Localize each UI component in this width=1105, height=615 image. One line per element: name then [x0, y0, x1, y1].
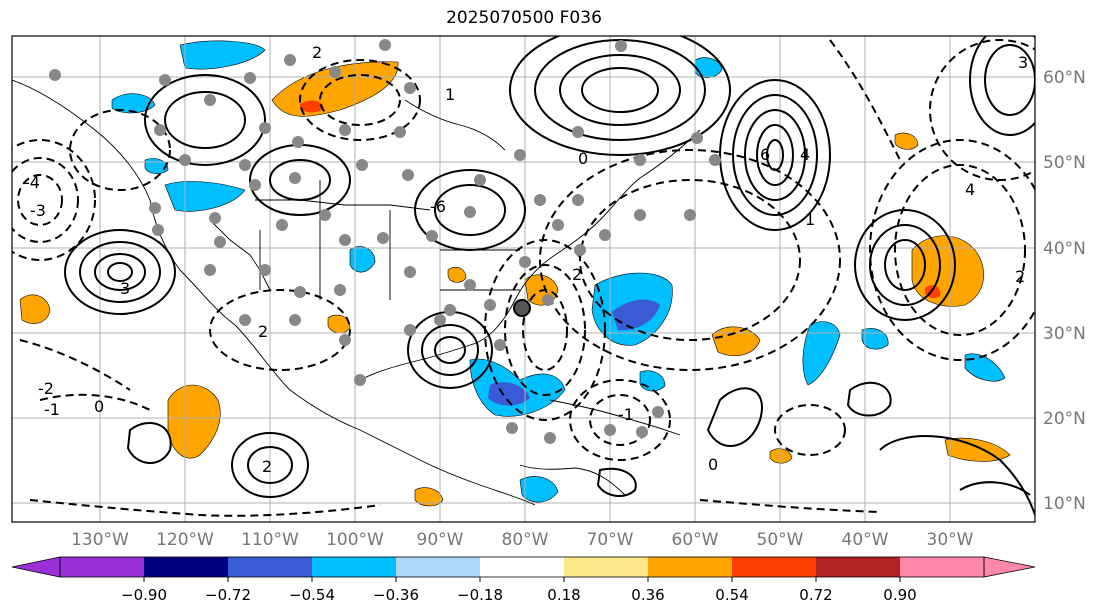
station-markers [49, 39, 721, 444]
colorbar-tick-label: 0.54 [715, 586, 748, 604]
colorbar-segment [816, 557, 900, 577]
colorbar-tick-label: −0.54 [289, 586, 335, 604]
longitude-axis: 130°W 120°W 110°W 100°W 90°W 80°W 70°W 6… [71, 530, 974, 550]
latitude-axis: 60°N 50°N 40°N 30°N 20°N 10°N [1043, 68, 1086, 514]
positive-contours [64, 36, 1035, 516]
contour-label: -4 [24, 173, 40, 192]
map-title: 2025070500 F036 [446, 8, 602, 28]
contour-label: 2 [312, 43, 322, 62]
colorbar-tick-label: −0.36 [373, 586, 419, 604]
contour-label: 6 [760, 145, 770, 164]
lon-label: 70°W [587, 530, 634, 550]
lon-label: 120°W [156, 530, 214, 550]
colorbar-segment [732, 557, 816, 577]
lon-label: 130°W [71, 530, 129, 550]
strong-positive-shading [300, 100, 941, 299]
colorbar-tick-label: 0.36 [631, 586, 664, 604]
colorbar: −0.90 −0.72 −0.54 −0.36 −0.18 0.18 0.36 … [11, 556, 1036, 604]
colorbar-high-extend [983, 556, 1036, 578]
map-frame [11, 35, 1036, 523]
lon-label: 40°W [842, 530, 889, 550]
colorbar-tick-label: −0.90 [121, 586, 167, 604]
coastlines [12, 79, 701, 506]
contour-label: 1 [445, 85, 455, 104]
contour-label: 2 [1015, 267, 1025, 286]
colorbar-tick-label: −0.72 [205, 586, 251, 604]
colorbar-segment [564, 557, 648, 577]
contour-label: -6 [430, 197, 446, 216]
lat-label: 40°N [1043, 239, 1086, 259]
strong-negative-shading [488, 299, 660, 406]
colorbar-tick-label: −0.18 [457, 586, 503, 604]
contour-label: -3 [30, 201, 46, 220]
lon-label: 30°W [927, 530, 974, 550]
colorbar-segment [144, 557, 228, 577]
lon-label: 80°W [502, 530, 549, 550]
contour-label: 2 [572, 265, 582, 284]
lon-label: 90°W [417, 530, 464, 550]
contour-label: 4 [965, 180, 975, 199]
colorbar-tick-label: 0.90 [883, 586, 916, 604]
lon-label: 100°W [326, 530, 384, 550]
contour-label: 3 [120, 279, 130, 298]
contour-label: 2 [262, 457, 272, 476]
lon-label: 110°W [241, 530, 299, 550]
lon-label: 60°W [672, 530, 719, 550]
contour-label: 0 [94, 397, 104, 416]
colorbar-segment [228, 557, 312, 577]
lon-label: 50°W [757, 530, 804, 550]
contour-label: -1 [618, 405, 634, 424]
colorbar-segment [900, 557, 984, 577]
contour-label: 0 [578, 149, 588, 168]
negative-contours [12, 39, 1035, 517]
lat-label: 30°N [1043, 324, 1086, 344]
contour-labels: 3 2 6 4 2 0 -4 -3 -2 -1 0 1 2 3 4 -6 -1 … [24, 43, 1028, 476]
lat-label: 60°N [1043, 68, 1086, 88]
contour-label: -2 [38, 379, 54, 398]
lat-label: 50°N [1043, 153, 1086, 173]
colorbar-tick-label: 0.18 [547, 586, 580, 604]
colorbar-tick-label: 0.72 [799, 586, 832, 604]
contour-label: -1 [44, 400, 60, 419]
contour-label: 4 [800, 145, 810, 164]
contour-label: 2 [258, 322, 268, 341]
lat-label: 20°N [1043, 409, 1086, 429]
contour-label: 3 [1018, 53, 1028, 72]
lat-label: 10°N [1043, 494, 1086, 514]
contour-label: 1 [805, 210, 815, 229]
colorbar-segment [480, 557, 564, 577]
colorbar-segment [648, 557, 732, 577]
contour-label: 0 [708, 455, 718, 474]
colorbar-segment [312, 557, 396, 577]
colorbar-segment [60, 557, 144, 577]
colorbar-segment [396, 557, 480, 577]
colorbar-low-extend [11, 556, 61, 578]
